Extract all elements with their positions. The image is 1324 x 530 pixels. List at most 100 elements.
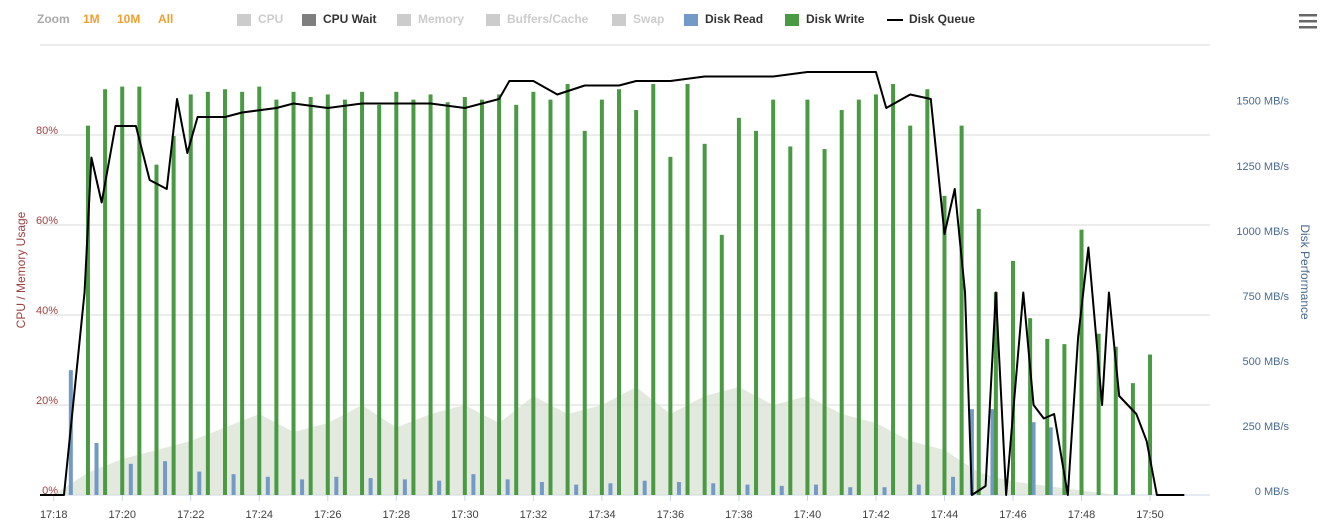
bar (300, 479, 305, 495)
bar (188, 94, 193, 495)
y-tick-label: 60% (36, 215, 58, 227)
x-tick-label: 17:50 (1136, 509, 1164, 521)
bar (1011, 260, 1016, 495)
bar (754, 130, 759, 496)
legend-label[interactable]: Memory (418, 12, 464, 26)
legend-label[interactable]: Disk Write (806, 12, 865, 26)
bar (394, 91, 399, 496)
bar (719, 234, 724, 495)
bar (342, 99, 347, 496)
x-tick-label: 17:34 (588, 509, 616, 521)
zoom-button[interactable]: 1M (83, 12, 100, 26)
x-tick-label: 17:30 (451, 509, 479, 521)
legend-label[interactable]: Disk Read (705, 12, 763, 26)
bar (171, 136, 176, 495)
y2-tick-label: 0 MB/s (1255, 486, 1290, 498)
bar (634, 110, 639, 495)
bar (711, 483, 716, 495)
x-tick-label: 17:22 (177, 509, 205, 521)
bar (969, 409, 974, 495)
bar (990, 409, 995, 495)
bar (1048, 427, 1053, 495)
x-tick-label: 17:42 (862, 509, 890, 521)
zoom-button[interactable]: All (158, 12, 173, 26)
y2-axis-title: Disk Performance (1298, 224, 1312, 320)
bar (805, 99, 810, 496)
bar (779, 485, 784, 495)
x-tick-label: 17:46 (999, 509, 1027, 521)
menu-bar (1299, 20, 1317, 23)
bar (265, 476, 270, 495)
bar (608, 483, 613, 495)
bar (771, 99, 776, 496)
bar (240, 91, 245, 496)
x-tick-label: 17:28 (383, 509, 411, 521)
x-tick-label: 17:24 (246, 509, 274, 521)
y2-tick-label: 1500 MB/s (1236, 96, 1289, 108)
bar (497, 94, 502, 495)
bar (822, 149, 827, 495)
x-tick-label: 17:26 (314, 509, 342, 521)
zoom-button[interactable]: 10M (117, 12, 140, 26)
bar (1148, 354, 1153, 495)
bar (651, 84, 656, 496)
legend-label[interactable]: CPU Wait (323, 12, 377, 26)
bar (942, 195, 947, 495)
bar (617, 89, 622, 495)
bar (736, 117, 741, 495)
bar (574, 484, 579, 495)
bar (163, 461, 168, 495)
legend-symbol (684, 14, 698, 26)
bar (231, 474, 236, 495)
bar (702, 143, 707, 495)
bar (334, 476, 339, 495)
x-tick-label: 17:36 (657, 509, 685, 521)
bar (599, 99, 604, 496)
legend-symbol (397, 14, 411, 26)
bar (582, 130, 587, 496)
bar (873, 94, 878, 495)
bar (377, 104, 382, 495)
bar (411, 99, 416, 496)
y2-tick-label: 1250 MB/s (1236, 161, 1289, 173)
bar (1031, 422, 1036, 495)
bar (642, 480, 647, 495)
x-tick-label: 17:48 (1068, 509, 1096, 521)
legend-symbol (785, 14, 799, 26)
y2-tick-label: 750 MB/s (1243, 291, 1290, 303)
bar (205, 91, 210, 496)
menu-button[interactable] (1299, 14, 1317, 29)
bar (959, 125, 964, 496)
bar (308, 97, 313, 495)
bar (788, 146, 793, 496)
bar (368, 478, 373, 495)
bar (1096, 333, 1101, 495)
bar (505, 479, 510, 495)
legend-label[interactable]: Disk Queue (909, 12, 975, 26)
bar (814, 484, 819, 495)
legend-label[interactable]: Buffers/Cache (507, 12, 589, 26)
x-tick-label: 17:32 (520, 509, 548, 521)
bar (274, 99, 279, 496)
bar (445, 102, 450, 495)
bar (882, 487, 887, 495)
bar (94, 442, 99, 495)
bar (128, 463, 133, 495)
bar (1079, 229, 1084, 496)
menu-bar (1299, 14, 1317, 17)
bar (539, 481, 544, 495)
zoom-label: Zoom (37, 12, 70, 26)
bar (402, 479, 407, 495)
bar (856, 99, 861, 496)
bar (103, 89, 108, 495)
y2-tick-label: 1000 MB/s (1236, 226, 1289, 238)
x-tick-label: 17:18 (40, 509, 68, 521)
bar (257, 86, 262, 495)
bar (428, 94, 433, 495)
legend-symbol (237, 14, 251, 26)
line (40, 71, 1185, 496)
bar (676, 481, 681, 495)
legend-label[interactable]: CPU (258, 12, 283, 26)
y-tick-label: 20% (36, 395, 58, 407)
legend-label[interactable]: Swap (633, 12, 664, 26)
